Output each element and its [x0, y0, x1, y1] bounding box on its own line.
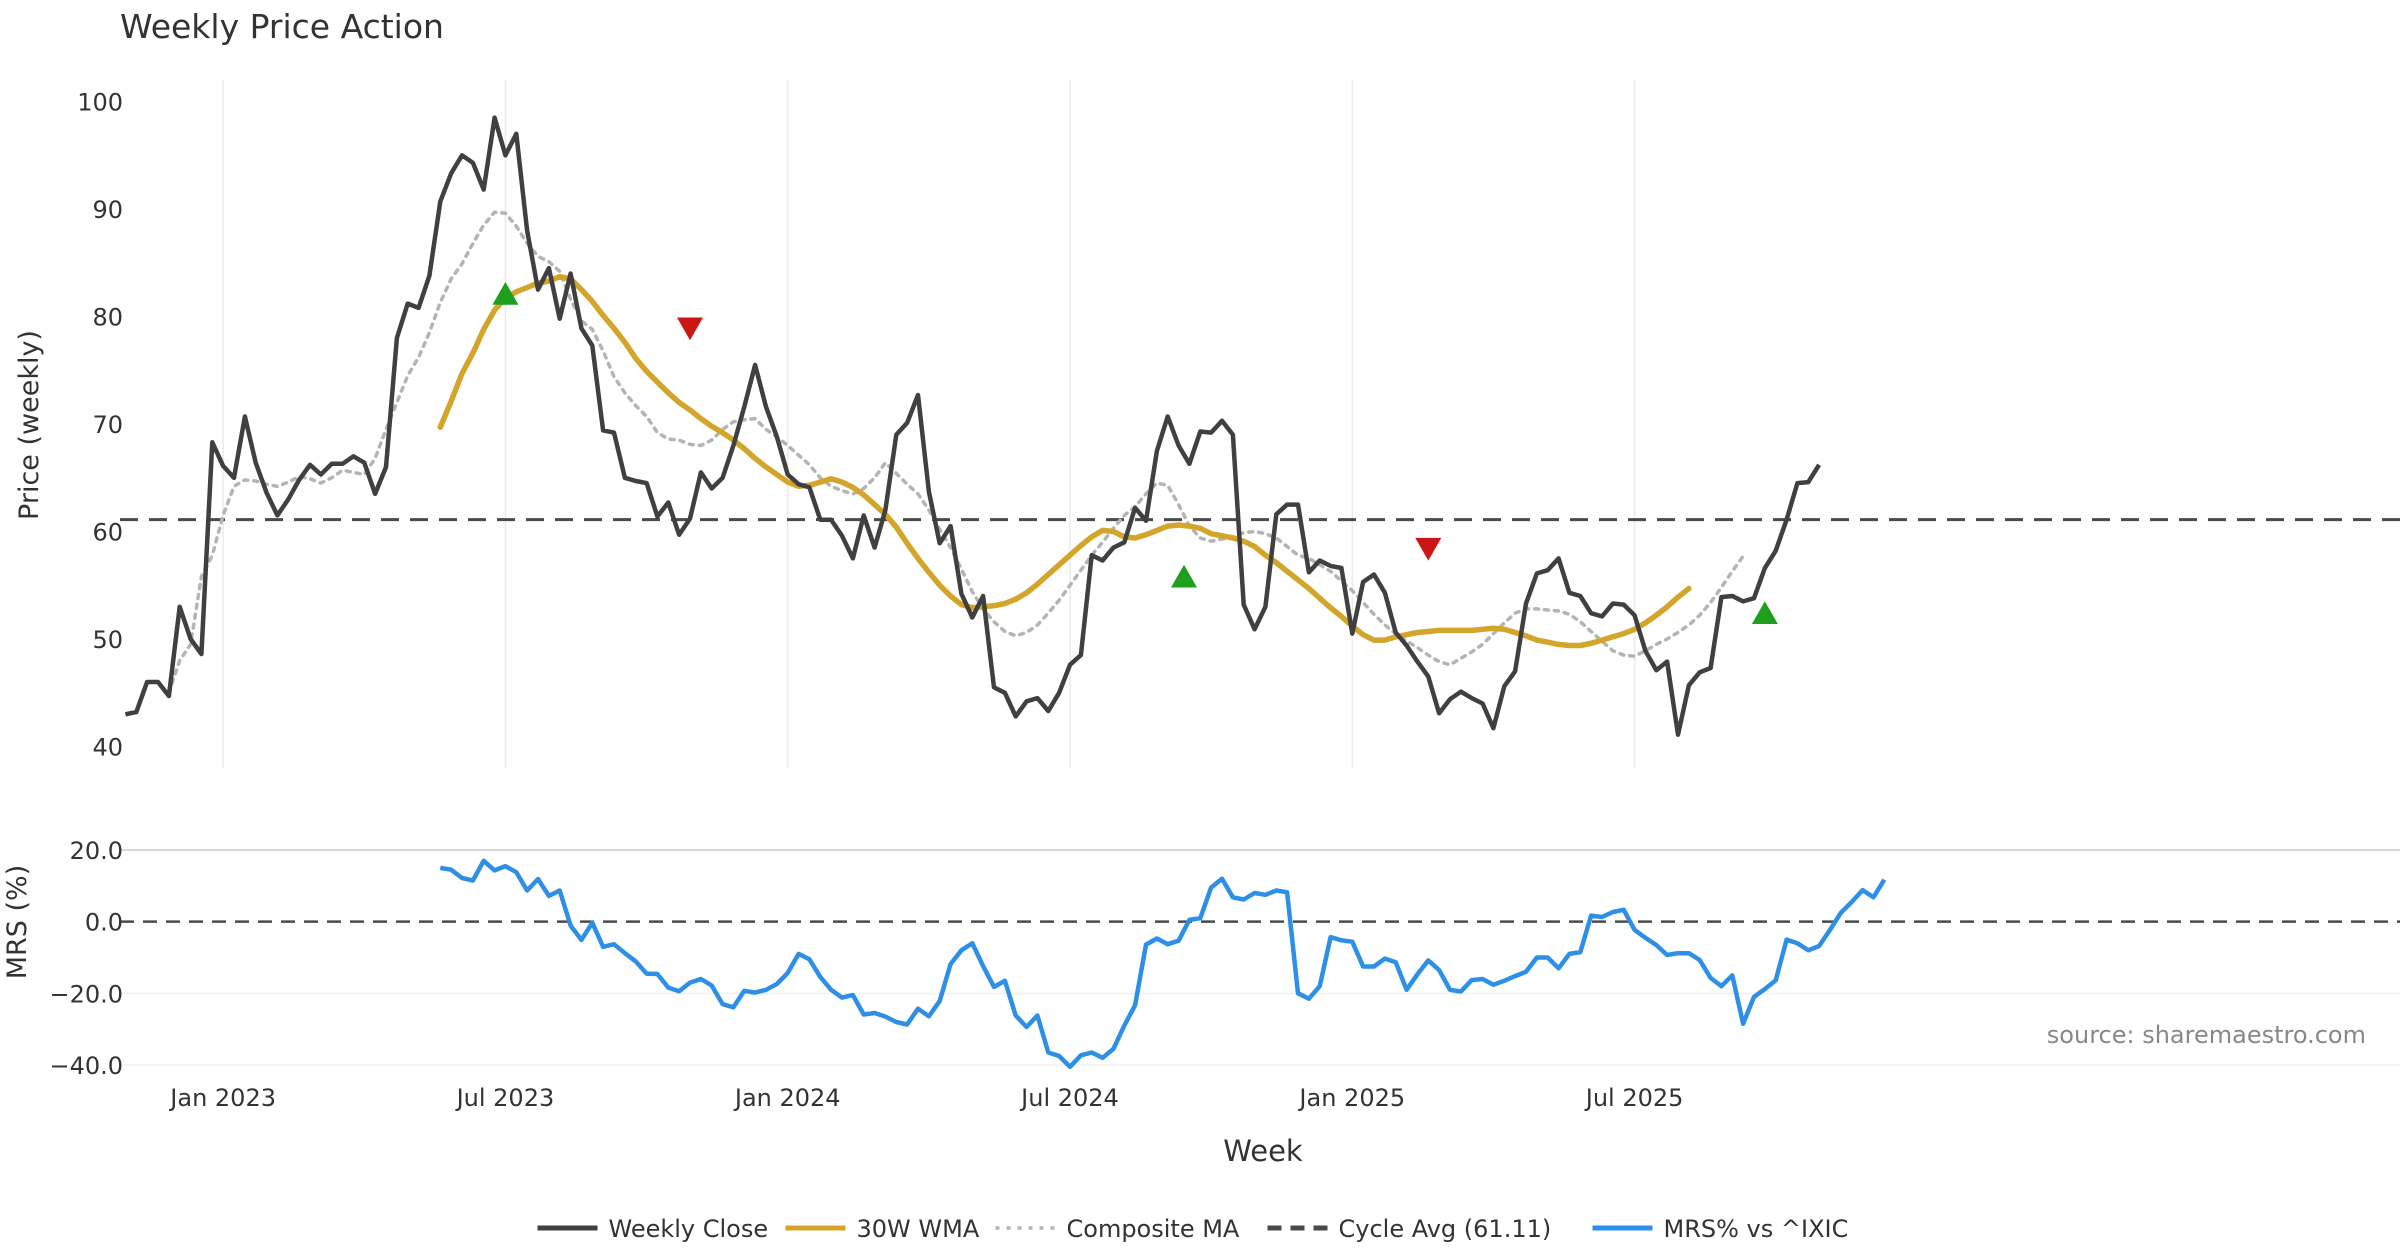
legend-entry-label: Cycle Avg (61.11) — [1339, 1215, 1552, 1243]
mrs-y-tick-label: −20.0 — [49, 980, 123, 1008]
mrs-y-tick-label: 20.0 — [70, 837, 123, 865]
weekly-close-line — [124, 115, 1822, 737]
price-panel: 40 50 60 70 80 90 100 — [77, 80, 2400, 768]
sell-signal-marker — [1415, 537, 1442, 561]
x-tick-label: Jan 2023 — [168, 1084, 276, 1112]
mrs-y-axis-label: MRS (%) — [2, 865, 33, 980]
price-y-tick-label: 100 — [77, 89, 123, 117]
price-y-tick-label: 40 — [92, 734, 123, 762]
buy-signal-marker — [1171, 564, 1197, 588]
legend-entry-label: Weekly Close — [609, 1215, 769, 1243]
price-y-tick-label: 90 — [92, 196, 123, 224]
buy-signal-marker — [1751, 601, 1778, 625]
price-y-tick-label: 50 — [92, 626, 123, 654]
x-tick-label: Jul 2023 — [455, 1084, 555, 1112]
sell-signal-marker — [677, 317, 703, 341]
source-annotation: source: sharemaestro.com — [2047, 1021, 2366, 1049]
chart-title: Weekly Price Action — [120, 7, 444, 46]
legend-entry-label: MRS% vs ^IXIC — [1664, 1215, 1849, 1243]
x-tick-label: Jan 2025 — [1297, 1084, 1405, 1112]
price-y-tick-label: 70 — [92, 411, 123, 439]
x-tick-label: Jan 2024 — [733, 1084, 841, 1112]
legend-entry-label: Composite MA — [1067, 1215, 1240, 1243]
mrs-panel: −40.0 −20.0 0.0 20.0 Jan 2023 Jul 2023 Jan 202… — [49, 837, 2400, 1112]
wma-30w-line — [437, 273, 1692, 649]
buy-signal-marker — [492, 282, 519, 305]
price-y-tick-label: 60 — [92, 519, 123, 547]
mrs-y-tick-label: −40.0 — [49, 1052, 123, 1080]
x-tick-label: Jul 2024 — [1019, 1084, 1119, 1112]
mrs-line — [439, 858, 1887, 1070]
price-y-tick-label: 80 — [92, 304, 123, 332]
x-axis-label: Week — [1223, 1134, 1303, 1168]
mrs-y-tick-label: 0.0 — [85, 909, 123, 937]
legend: Weekly Close 30W WMA Composite MA Cycle Avg… — [537, 1215, 1849, 1243]
price-y-axis-label: Price (weekly) — [14, 330, 45, 520]
x-tick-label: Jul 2025 — [1584, 1084, 1684, 1112]
composite-ma-line — [167, 210, 1745, 695]
legend-entry-label: 30W WMA — [857, 1215, 980, 1243]
